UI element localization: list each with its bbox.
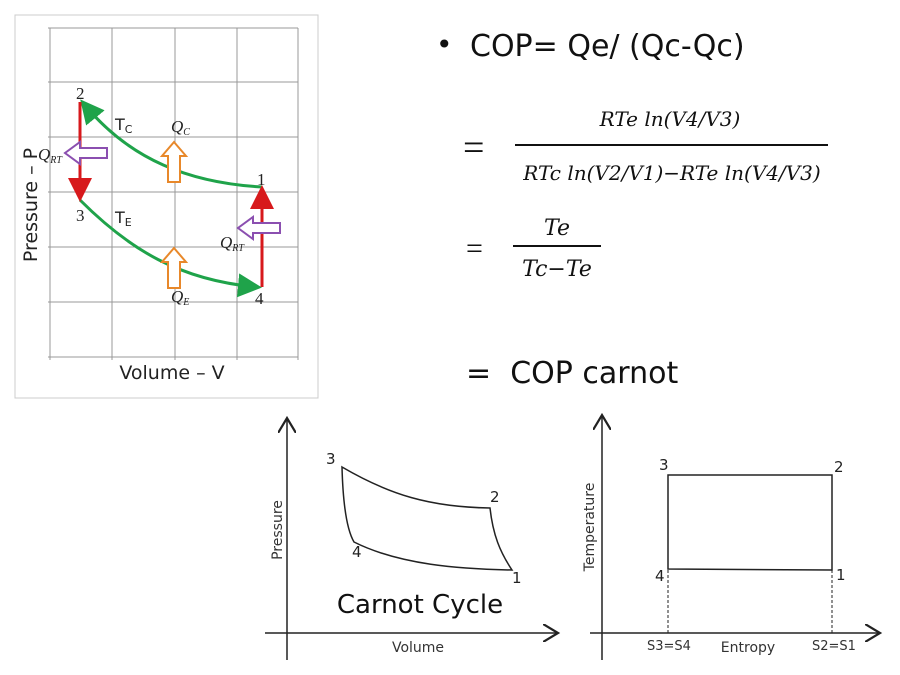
x-axis-label: Entropy <box>721 640 775 656</box>
tc-label: T <box>114 115 125 134</box>
isotherm-tc-curve <box>80 99 263 189</box>
point-label: 4 <box>255 289 264 308</box>
tc-sub: C <box>125 123 133 136</box>
point-label: 2 <box>490 488 500 506</box>
point-label: 3 <box>76 206 85 225</box>
tick-label-s2-s1: S2=S1 <box>812 639 856 654</box>
svg-text:TE: TE <box>114 208 132 229</box>
te-label: T <box>114 208 125 227</box>
y-axis-label: Pressure <box>270 500 286 560</box>
equals-sign: = <box>463 127 484 169</box>
qc-label: Q <box>171 117 183 136</box>
svg-text:QE: QE <box>171 287 189 308</box>
qrt-sub: RT <box>49 155 63 166</box>
fraction-denominator: Tc−Te <box>522 257 592 282</box>
x-axis-label: Volume – V <box>119 362 224 384</box>
heat-in-arrow-icon <box>159 246 189 289</box>
svg-text:QC: QC <box>171 117 190 138</box>
fraction-denominator: RTc ln(V2/V1)−RTe ln(V4/V3) <box>522 161 820 185</box>
point-label: 1 <box>836 566 846 584</box>
diagram-frame <box>14 14 319 399</box>
y-axis-label: Pressure – P <box>20 148 42 262</box>
point-label: 2 <box>834 458 844 476</box>
qe-sub: E <box>182 297 189 308</box>
qe-label: Q <box>171 287 183 306</box>
svg-text:QRT: QRT <box>38 145 63 166</box>
cop-derivation: • COP= Qe/ (Qc-Qc) = RTe ln(V4/V3) RTc l… <box>436 28 828 391</box>
carnot-cycle-title: Carnot Cycle <box>337 590 503 620</box>
regen-arrow-icon <box>63 140 108 166</box>
cop-carnot-result: = COP carnot <box>466 356 678 391</box>
qrt-sub: RT <box>231 243 245 254</box>
cop-definition: COP= Qe/ (Qc-Qc) <box>470 29 745 64</box>
point-label: 1 <box>512 569 522 587</box>
carnot-pv-diagram: 3 2 1 4 Pressure Volume Carnot Cycle <box>265 418 558 660</box>
point-label: 3 <box>326 450 336 468</box>
fraction-numerator: RTe ln(V4/V3) <box>599 107 741 131</box>
bullet: • <box>436 28 453 61</box>
isotherm-te-curve <box>78 198 262 298</box>
fraction-numerator: Te <box>544 216 570 241</box>
qc-sub: C <box>183 127 190 138</box>
te-sub: E <box>125 216 132 229</box>
point-label: 3 <box>659 456 669 474</box>
carnot-ts-diagram: 3 2 1 4 Temperature Entropy S3=S4 S2=S1 <box>582 415 880 660</box>
point-label: 1 <box>257 170 266 189</box>
point-label: 4 <box>655 567 665 585</box>
regen-arrow-icon <box>236 215 281 241</box>
svg-text:TC: TC <box>114 115 133 136</box>
x-axis-label: Volume <box>392 640 444 656</box>
qrt-label: Q <box>220 233 232 252</box>
grid <box>48 27 299 360</box>
svg-text:QRT: QRT <box>220 233 245 254</box>
heat-in-arrow-icon <box>159 140 189 183</box>
pv-grid-diagram: Pressure – P Volume – V 2 3 1 4 TC TE QC… <box>14 14 319 399</box>
point-label: 4 <box>352 543 362 561</box>
qrt-label: Q <box>38 145 50 164</box>
point-label: 2 <box>76 84 85 103</box>
equals-sign: = <box>466 232 483 265</box>
y-axis-label: Temperature <box>582 483 598 573</box>
cycle-rectangle <box>667 474 833 571</box>
tick-label-s3-s4: S3=S4 <box>647 639 691 654</box>
cycle-path <box>341 465 514 571</box>
